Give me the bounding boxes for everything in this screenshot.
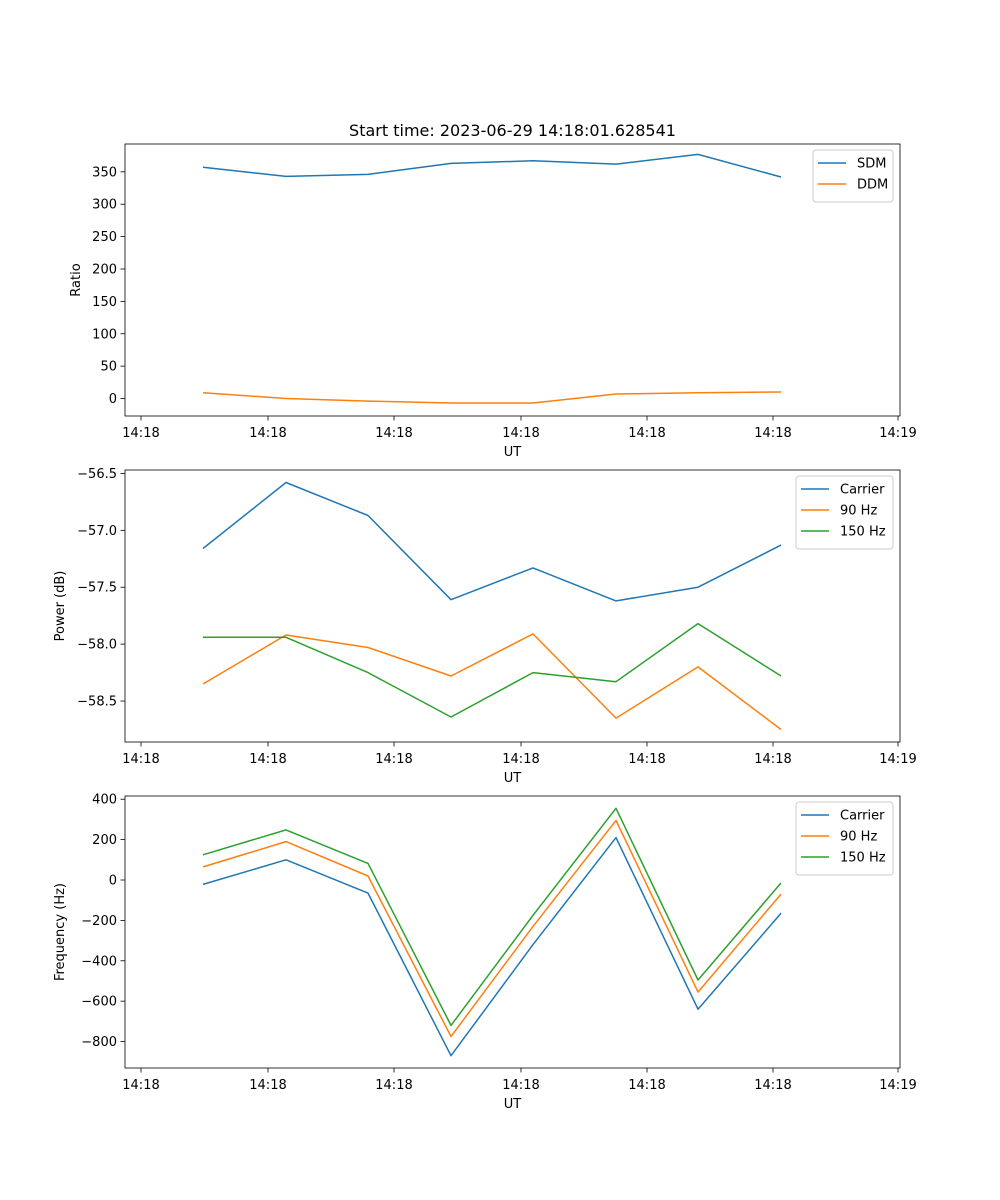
x-axis-label: UT: [504, 771, 522, 786]
legend-label: 150 Hz: [840, 525, 886, 540]
x-tick-label: 14:18: [628, 1078, 665, 1093]
x-tick-label: 14:18: [502, 752, 539, 767]
legend-label: 90 Hz: [840, 830, 877, 845]
x-tick-label: 14:18: [122, 752, 159, 767]
legend: Carrier 90 Hz 150 Hz: [795, 475, 894, 550]
x-tick-label: 14:18: [628, 426, 665, 441]
y-tick-label: 200: [92, 833, 117, 848]
series-line-3-1: [202, 836, 782, 1057]
x-tick-label: 14:18: [502, 426, 539, 441]
axes-frame: [124, 795, 901, 1069]
series-line-2-3: [203, 622, 782, 718]
y-tick-label: 0: [109, 874, 117, 889]
y-tick-label: −800: [81, 1035, 117, 1050]
y-tick-label: −400: [81, 954, 117, 969]
series-line-1-1: [202, 153, 782, 178]
y-tick-label: 250: [92, 230, 117, 245]
x-tick-label: 14:19: [879, 426, 916, 441]
y-tick-label: −57.0: [77, 524, 117, 539]
y-axis-label: Frequency (Hz): [53, 883, 68, 981]
series-line-2-1: [202, 481, 782, 602]
y-tick-label: −200: [81, 914, 117, 929]
x-tick-label: 14:18: [754, 426, 791, 441]
series-line-3-2: [202, 819, 782, 1038]
x-tick-label: 14:19: [879, 1078, 916, 1093]
y-tick-label: 350: [92, 165, 117, 180]
y-axis-label: Power (dB): [53, 571, 68, 642]
legend-label: 150 Hz: [840, 851, 886, 866]
y-tick-label: 300: [92, 198, 117, 213]
x-tick-label: 14:18: [122, 426, 159, 441]
y-tick-label: 200: [92, 262, 117, 277]
legend-label: SDM: [857, 157, 886, 172]
y-axis-label: Ratio: [69, 263, 84, 296]
y-tick-label: 400: [92, 793, 117, 808]
x-tick-label: 14:18: [249, 426, 286, 441]
y-tick-label: −56.5: [77, 467, 117, 482]
x-tick-label: 14:18: [754, 752, 791, 767]
x-tick-label: 14:19: [879, 752, 916, 767]
legend-label: 90 Hz: [840, 504, 877, 519]
x-tick-label: 14:18: [754, 1078, 791, 1093]
plot-3: 14:18 14:18 14:18 14:18 14:18 14:18 14:19 400 20…: [53, 793, 917, 1112]
legend-label: DDM: [857, 178, 888, 193]
x-tick-label: 14:18: [375, 426, 412, 441]
chart-title: Start time: 2023-06-29 14:18:01.628541: [349, 121, 676, 140]
x-tick-label: 14:18: [249, 1078, 286, 1093]
series-line-3-3: [202, 807, 782, 1027]
y-tick-label: 150: [92, 295, 117, 310]
series-line-2-2: [202, 633, 782, 731]
y-tick-label: −57.5: [77, 581, 117, 596]
x-axis-label: UT: [504, 1097, 522, 1112]
legend: SDM DDM: [812, 149, 894, 203]
legend-label: Carrier: [840, 809, 885, 824]
axes-frame: [124, 469, 901, 743]
y-tick-label: −58.5: [77, 695, 117, 710]
legend-label: Carrier: [840, 483, 885, 498]
x-tick-label: 14:18: [249, 752, 286, 767]
x-tick-label: 14:18: [122, 1078, 159, 1093]
legend: Carrier 90 Hz 150 Hz: [795, 801, 894, 876]
x-tick-label: 14:18: [375, 1078, 412, 1093]
y-tick-label: 50: [100, 360, 117, 375]
x-tick-label: 14:18: [502, 1078, 539, 1093]
plot-1: 14:18 14:18 14:18 14:18 14:18 14:18 14:19 0 50 10…: [69, 143, 917, 460]
x-tick-label: 14:18: [628, 752, 665, 767]
plot-2: 14:18 14:18 14:18 14:18 14:18 14:18 14:19 −56.5…: [53, 467, 917, 786]
y-tick-label: −58.0: [77, 638, 117, 653]
x-tick-label: 14:18: [375, 752, 412, 767]
axes-frame: [124, 143, 901, 417]
y-tick-label: 100: [92, 327, 117, 342]
series-line-1-2: [202, 391, 782, 404]
x-axis-label: UT: [504, 445, 522, 460]
y-tick-label: −600: [81, 995, 117, 1010]
y-tick-label: 0: [109, 392, 117, 407]
